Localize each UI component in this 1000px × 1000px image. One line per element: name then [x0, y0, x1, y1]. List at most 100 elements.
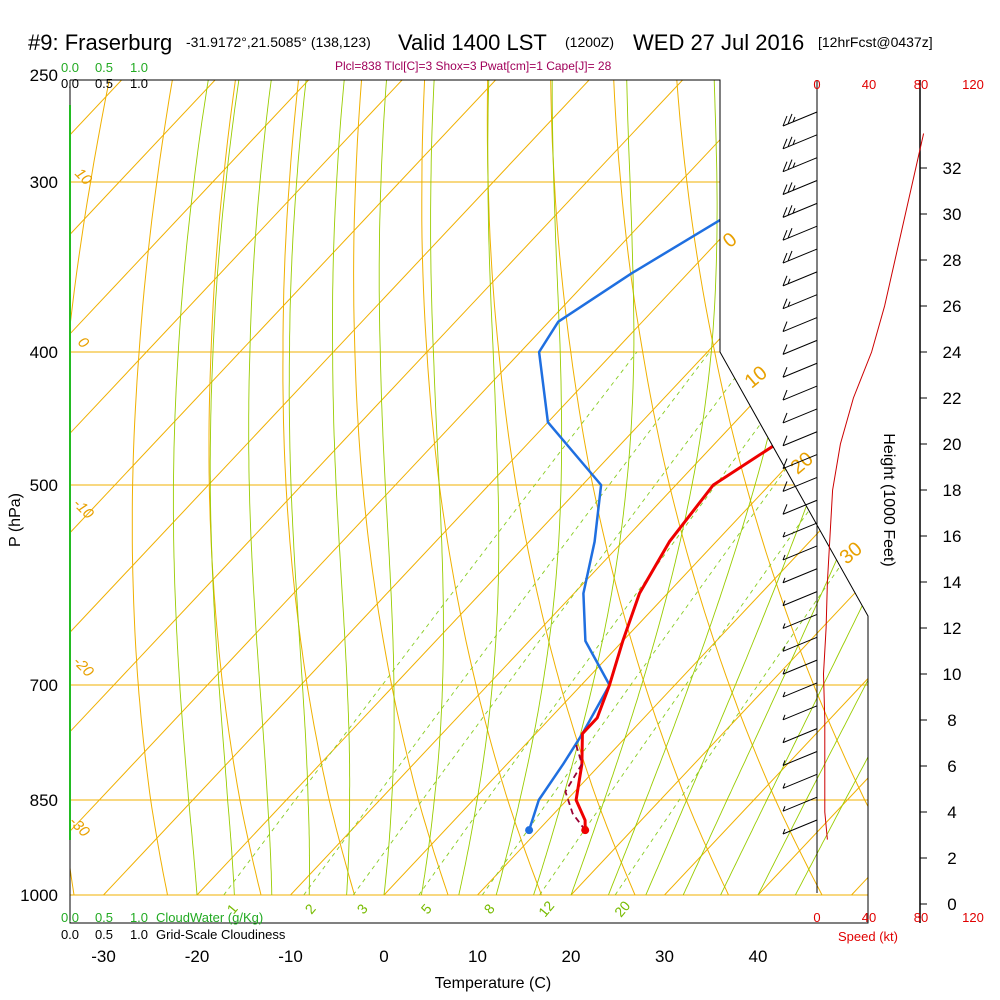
forecast-date: WED 27 Jul 2016 — [633, 30, 804, 55]
wind-barb — [782, 339, 818, 355]
moist-adiabat-line — [420, 80, 444, 896]
dry-adiabat-line — [0, 26, 59, 895]
speed-tick-label-bottom: 40 — [862, 910, 876, 925]
pressure-tick-label: 500 — [30, 476, 58, 495]
dry-adiabat-line — [734, 80, 868, 896]
surface-temperature-dot — [581, 826, 590, 835]
isotherm-line — [570, 80, 868, 896]
bottom-cloudwater-tick: 0.5 — [95, 910, 113, 925]
temperature-profile-line — [574, 108, 868, 831]
top-cloudiness-tick: 0.5 — [95, 76, 113, 91]
zulu-time: (1200Z) — [565, 34, 614, 50]
moist-adiabat-line — [682, 80, 868, 896]
wind-barb — [782, 705, 818, 721]
height-tick-label: 24 — [943, 343, 962, 362]
wind-barb — [782, 773, 818, 789]
parcel-path-line — [564, 741, 586, 831]
height-tick-label: 4 — [947, 803, 956, 822]
bottom-cloudwater-tick: 1.0 — [130, 910, 148, 925]
bottom-cloudiness-tick: 0.0 — [61, 927, 79, 942]
bottom-cloudwater-tick: 0.0 — [61, 910, 79, 925]
wind-barb — [782, 408, 818, 424]
valid-time: Valid 1400 LST — [398, 30, 547, 55]
wind-barb — [782, 522, 818, 538]
wind-barb — [782, 636, 818, 652]
wind-barb — [782, 111, 818, 127]
wind-barb — [782, 202, 818, 218]
temperature-tick-label: 30 — [655, 947, 674, 966]
speed-tick-label-bottom: 120 — [962, 910, 984, 925]
dry-adiabat-label: 10 — [71, 165, 95, 189]
dry-adiabat-line — [131, 80, 183, 896]
plot-frame — [69, 79, 869, 924]
dry-adiabat-label: -20 — [70, 653, 98, 681]
dewpoint-profile-line — [527, 108, 868, 831]
mixing-ratio-label: 3 — [354, 901, 371, 917]
wind-barb — [782, 294, 818, 310]
wind-barb — [782, 659, 818, 675]
wind-barb — [782, 385, 818, 401]
mixing-ratio-label: 8 — [481, 901, 498, 917]
mixing-ratio-label: 2 — [302, 901, 319, 917]
wind-barb — [782, 476, 818, 492]
wind-speed-line — [822, 133, 925, 840]
wind-barb — [782, 362, 818, 378]
cloudiness-label: Grid-Scale Cloudiness — [156, 927, 286, 942]
height-tick-label: 28 — [943, 251, 962, 270]
temperature-tick-label: 10 — [468, 947, 487, 966]
moist-adiabat-line — [570, 80, 718, 896]
isotherm-line — [70, 80, 734, 896]
wind-barb — [782, 728, 818, 744]
temperature-tick-label: 20 — [562, 947, 581, 966]
moist-adiabat-label: 30 — [836, 538, 867, 569]
pressure-tick-label: 1000 — [20, 886, 58, 905]
moist-adiabat-label: 10 — [741, 362, 772, 393]
speed-tick-label-top: 80 — [914, 77, 928, 92]
height-tick-label: 8 — [947, 711, 956, 730]
moist-adiabat-line — [248, 80, 280, 896]
isotherm-line — [70, 80, 267, 896]
station-title: #9: Fraserburg — [28, 30, 172, 55]
mixing-ratio-label: 12 — [535, 898, 557, 920]
temperature-tick-label: -30 — [91, 947, 116, 966]
mixing-ratio-line — [539, 351, 868, 896]
height-tick-label: 10 — [943, 665, 962, 684]
wind-barb — [782, 545, 818, 561]
temperature-axis-label: Temperature (C) — [435, 975, 551, 992]
moist-adiabat-line — [533, 80, 635, 896]
height-tick-label: 6 — [947, 757, 956, 776]
mixing-ratio-line — [303, 351, 710, 896]
height-tick-label: 30 — [943, 205, 962, 224]
isotherm-line — [477, 80, 868, 896]
surface-dewpoint-dot — [525, 826, 534, 835]
wind-barb — [782, 751, 818, 766]
wind-barb — [782, 431, 818, 447]
wind-barb — [782, 134, 818, 150]
wind-barb — [782, 819, 818, 835]
moist-adiabat-line — [288, 80, 314, 896]
speed-tick-label-bottom: 0 — [813, 910, 820, 925]
temperature-tick-label: 0 — [379, 947, 388, 966]
forecast-info: [12hrFcst@0437z] — [818, 34, 933, 50]
moist-adiabat-label: 20 — [787, 448, 818, 479]
mixing-ratio-line — [223, 351, 638, 896]
height-tick-label: 22 — [943, 389, 962, 408]
temperature-tick-label: 40 — [749, 947, 768, 966]
isotherm-line — [70, 80, 454, 896]
cloudwater-label: CloudWater (g/Kg) — [156, 910, 263, 925]
isotherm-line — [196, 80, 868, 896]
speed-tick-label-top: 40 — [862, 77, 876, 92]
moist-adiabat-line — [495, 80, 563, 896]
moist-adiabat-line — [378, 80, 395, 896]
dry-adiabat-line — [421, 80, 542, 896]
height-tick-label: 26 — [943, 297, 962, 316]
pressure-tick-label: 400 — [30, 343, 58, 362]
pressure-tick-label: 250 — [30, 66, 58, 85]
pressure-tick-label: 850 — [30, 791, 58, 810]
isotherm-line — [70, 80, 641, 896]
wind-barb — [782, 499, 818, 515]
wind-barb — [782, 225, 818, 241]
dry-adiabat-line — [611, 80, 823, 896]
dry-adiabat-line — [282, 80, 355, 896]
dry-adiabat-label: 0 — [74, 334, 92, 352]
